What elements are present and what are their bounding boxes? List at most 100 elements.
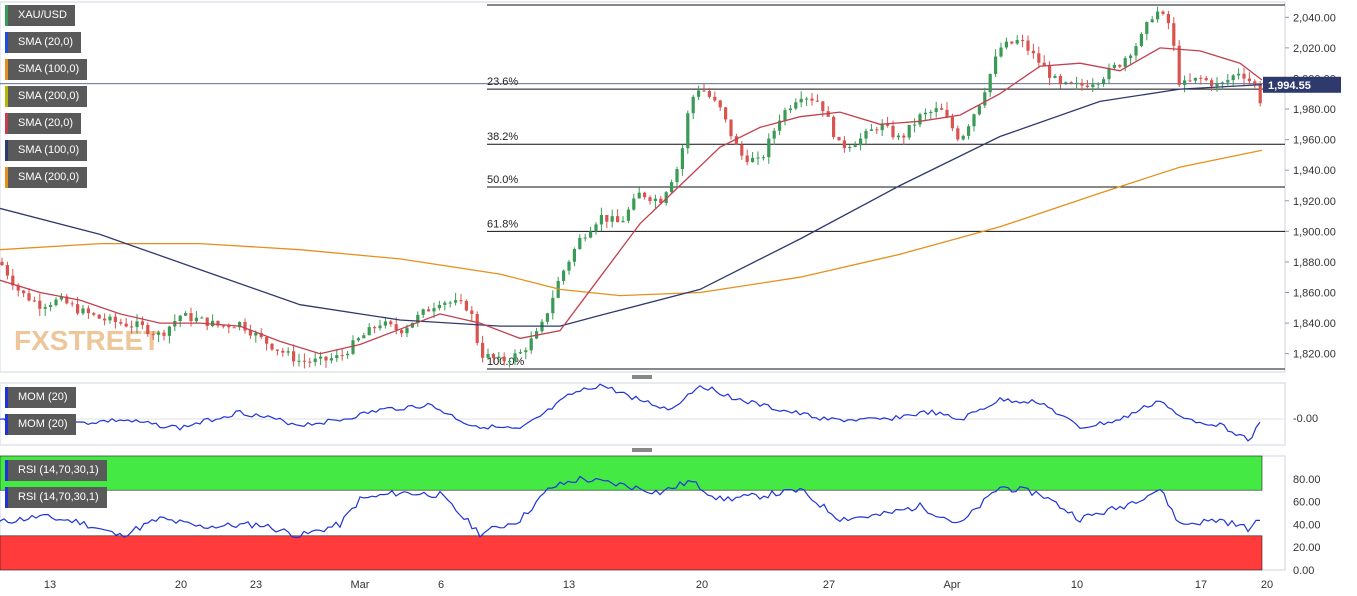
candle-body xyxy=(1166,13,1170,24)
x-axis-label: 13 xyxy=(563,579,575,591)
candle-body xyxy=(227,325,231,328)
rsi-oversold-zone xyxy=(0,535,1263,571)
candle-body xyxy=(292,351,296,362)
x-axis-label: 17 xyxy=(1195,579,1207,591)
candle-body xyxy=(859,138,863,146)
indicator-label[interactable]: SMA (100,0) xyxy=(5,59,88,80)
candle-body xyxy=(65,296,69,304)
candle-body xyxy=(697,90,701,97)
candle-body xyxy=(589,231,593,238)
candle-body xyxy=(1258,84,1262,104)
candle-body xyxy=(772,130,776,139)
candle-body xyxy=(1064,82,1068,84)
candle-body xyxy=(119,322,123,324)
candle-body xyxy=(497,356,501,358)
x-axis-label: Mar xyxy=(351,579,370,591)
candle-body xyxy=(238,321,242,328)
candle-body xyxy=(977,105,981,115)
indicator-label[interactable]: XAU/USD xyxy=(5,5,75,26)
indicator-label[interactable]: SMA (20,0) xyxy=(5,32,82,53)
candle-body xyxy=(702,90,706,92)
sma200-line xyxy=(0,149,1263,297)
candle-body xyxy=(632,198,636,210)
candle-body xyxy=(680,148,684,170)
candle-body xyxy=(880,123,884,131)
candle-body xyxy=(1199,77,1203,79)
candle-body xyxy=(837,136,841,141)
candle-body xyxy=(59,296,63,300)
candle-body xyxy=(454,300,458,303)
candle-body xyxy=(1075,82,1079,84)
candle-body xyxy=(751,157,755,163)
candle-body xyxy=(934,108,938,112)
candle-body xyxy=(43,307,47,309)
candle-body xyxy=(81,308,85,314)
candle-body xyxy=(70,303,74,305)
candle-body xyxy=(1069,82,1073,84)
candle-body xyxy=(945,109,949,118)
candle-body xyxy=(643,192,647,198)
candle-body xyxy=(103,318,107,321)
candle-body xyxy=(189,313,193,322)
candle-body xyxy=(1231,75,1235,81)
candle-body xyxy=(886,123,890,126)
candle-body xyxy=(578,237,582,250)
candle-body xyxy=(799,98,803,103)
candle-body xyxy=(97,314,101,319)
candle-body xyxy=(1183,80,1187,85)
momentum-label[interactable]: MOM (20) xyxy=(5,414,76,435)
candle-body xyxy=(124,323,128,327)
momentum-line xyxy=(0,383,1261,442)
indicator-label[interactable]: SMA (200,0) xyxy=(5,167,88,188)
candle-body xyxy=(648,197,652,202)
price-axis-label: 2,020.00 xyxy=(1293,43,1336,55)
candle-body xyxy=(38,300,42,309)
candle-body xyxy=(259,332,263,338)
candle-body xyxy=(1204,78,1208,81)
candle-body xyxy=(1156,11,1160,20)
rsi-label[interactable]: RSI (14,70,30,1) xyxy=(5,460,107,481)
price-axis-label: 2,040.00 xyxy=(1293,12,1336,24)
candle-body xyxy=(1161,11,1165,14)
candle-body xyxy=(459,300,463,302)
candle-body xyxy=(1253,81,1257,85)
candle-body xyxy=(1037,53,1041,63)
rsi-axis-label: 0.00 xyxy=(1293,565,1314,577)
candle-body xyxy=(1145,22,1149,34)
candle-body xyxy=(1226,80,1230,83)
candle-body xyxy=(32,300,36,302)
candle-body xyxy=(464,300,468,311)
price-axis-label: 1,860.00 xyxy=(1293,287,1336,299)
candle-body xyxy=(929,111,933,113)
candle-body xyxy=(232,327,236,329)
candle-body xyxy=(378,325,382,329)
candle-body xyxy=(221,325,225,327)
candle-body xyxy=(745,155,749,163)
candle-body xyxy=(1026,40,1030,51)
indicator-label[interactable]: SMA (100,0) xyxy=(5,140,88,161)
momentum-label[interactable]: MOM (20) xyxy=(5,387,76,408)
candle-body xyxy=(76,304,80,314)
indicator-label[interactable]: SMA (20,0) xyxy=(5,113,82,134)
candle-body xyxy=(475,313,479,343)
candle-body xyxy=(653,198,657,202)
candle-body xyxy=(443,302,447,305)
candle-body xyxy=(999,47,1003,57)
candle-body xyxy=(551,297,555,314)
candle-body xyxy=(923,112,927,115)
candle-body xyxy=(324,356,328,361)
candle-body xyxy=(983,92,987,106)
candle-body xyxy=(146,324,150,335)
candle-body xyxy=(297,360,301,362)
indicator-label[interactable]: SMA (200,0) xyxy=(5,86,88,107)
candle-body xyxy=(481,342,485,358)
candle-body xyxy=(200,317,204,319)
candle-body xyxy=(373,327,377,329)
rsi-label[interactable]: RSI (14,70,30,1) xyxy=(5,487,107,508)
sma100-line xyxy=(0,83,1263,327)
price-axis-label: 1,820.00 xyxy=(1293,349,1336,361)
candle-body xyxy=(972,114,976,127)
price-axis-label: 1,900.00 xyxy=(1293,226,1336,238)
fib-label: 23.6% xyxy=(487,76,518,88)
